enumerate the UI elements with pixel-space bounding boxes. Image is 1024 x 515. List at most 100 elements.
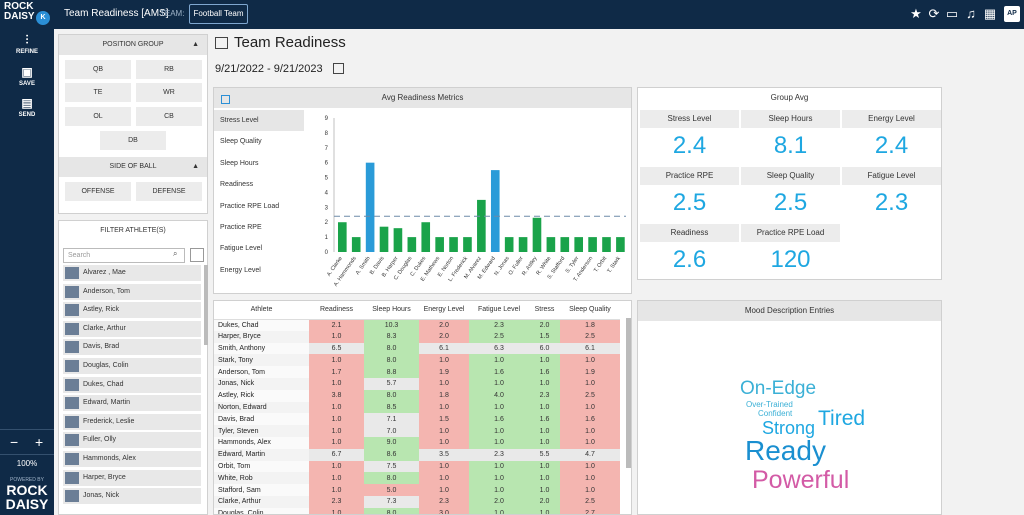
side-of-ball-header[interactable]: SIDE OF BALL ▲	[59, 157, 207, 177]
table-row[interactable]: Edward, Martin 6.7 8.6 3.5 2.3 5.5 4.7	[214, 448, 620, 461]
tile-label: Practice RPE Load	[741, 224, 840, 242]
table-row[interactable]: Douglas, Colin 1.0 8.0 3.0 1.0 1.0 2.7	[214, 507, 620, 514]
metric-option[interactable]: Sleep Hours	[220, 159, 259, 167]
metric-option[interactable]: Sleep Quality	[220, 138, 262, 146]
column-header[interactable]: Energy Level	[419, 301, 469, 320]
table-row[interactable]: Stafford, Sam 1.0 5.0 1.0 1.0 1.0 1.0	[214, 484, 620, 496]
athlete-avatar	[65, 415, 79, 428]
athlete-list-item[interactable]: Harper, Bryce	[63, 469, 201, 486]
position-rb-button[interactable]: RB	[136, 60, 202, 79]
athlete-name: Alvarez , Mae	[83, 269, 126, 276]
zoom-out-button[interactable]: −	[10, 434, 19, 450]
metric-cell: 1.0	[469, 401, 529, 414]
team-select-button[interactable]: Football Team	[189, 4, 248, 24]
date-range[interactable]: 9/21/2022 - 9/21/2023	[215, 63, 323, 75]
column-header[interactable]: Fatigue Level	[469, 301, 529, 320]
apps-grid-icon[interactable]: ▦	[983, 6, 997, 21]
athlete-name: Dukes, Chad	[83, 380, 124, 388]
table-row[interactable]: Anderson, Tom 1.7 8.8 1.9 1.6 1.6 1.9	[214, 366, 620, 378]
athlete-list-scrollbar[interactable]	[204, 265, 208, 345]
athlete-list-item[interactable]: Fuller, Olly	[63, 432, 201, 449]
table-row[interactable]: Astley, Rick 3.8 8.0 1.8 4.0 2.3 2.5	[214, 389, 620, 402]
column-header[interactable]: Stress	[529, 301, 560, 320]
y-tick-label: 0	[325, 250, 329, 256]
position-qb-button[interactable]: QB	[65, 60, 131, 79]
position-cb-button[interactable]: CB	[136, 107, 202, 126]
table-row[interactable]: Dukes, Chad 2.1 10.3 2.0 2.3 2.0 1.8	[214, 319, 620, 331]
table-row[interactable]: Stark, Tony 1.0 8.0 1.0 1.0 1.0 1.0	[214, 354, 620, 367]
logo[interactable]: ROCK DAISY K	[4, 2, 50, 27]
table-row[interactable]: Davis, Brad 1.0 7.1 1.5 1.6 1.6 1.6	[214, 413, 620, 426]
table-scrollbar[interactable]	[626, 318, 631, 468]
zoom-in-button[interactable]: +	[35, 434, 44, 450]
metric-cell: 1.0	[419, 436, 469, 449]
table-row[interactable]: Tyler, Steven 1.0 7.0 1.0 1.0 1.0 1.0	[214, 425, 620, 437]
table-row[interactable]: Jonas, Nick 1.0 5.7 1.0 1.0 1.0 1.0	[214, 377, 620, 390]
group-avg-tile: Practice RPE Load 120	[741, 224, 840, 279]
metric-cell: 6.1	[560, 342, 620, 355]
athlete-list-item[interactable]: Dukes, Chad	[63, 376, 201, 393]
athlete-list-item[interactable]: Astley, Rick	[63, 302, 201, 319]
table-header-row: Athlete Readiness Sleep Hours Energy Level F…	[214, 301, 620, 320]
table-row[interactable]: White, Rob 1.0 8.0 1.0 1.0 1.0 1.0	[214, 472, 620, 485]
refresh-icon[interactable]: ⟳	[928, 6, 940, 21]
bell-icon[interactable]: ♫	[966, 6, 976, 21]
athlete-list-item[interactable]: Alvarez , Mae	[63, 265, 201, 281]
metric-option[interactable]: Stress Level	[214, 110, 304, 131]
column-header[interactable]: Athlete	[214, 301, 309, 320]
table-row[interactable]: Clarke, Arthur 2.3 7.3 2.3 2.0 2.0 2.5	[214, 495, 620, 508]
athlete-avatar	[65, 434, 79, 447]
metric-option[interactable]: Energy Level	[220, 266, 261, 274]
refine-button[interactable]: ⫶ REFINE	[0, 33, 54, 55]
column-header[interactable]: Sleep Hours	[364, 301, 419, 320]
save-button[interactable]: ▣ SAVE	[0, 65, 54, 87]
metric-cell: 6.1	[419, 342, 469, 355]
metric-cell: 1.0	[529, 354, 560, 367]
metric-cell: 7.5	[364, 460, 419, 473]
table-row[interactable]: Harper, Bryce 1.0 8.3 2.0 2.5 1.5 2.5	[214, 330, 620, 343]
metric-option[interactable]: Fatigue Level	[220, 245, 263, 253]
offense-button[interactable]: OFFENSE	[65, 182, 131, 201]
athlete-list-item[interactable]: Jonas, Nick	[63, 488, 201, 505]
bar	[407, 237, 417, 252]
chart-checkbox[interactable]	[221, 95, 230, 104]
metric-cell: 8.0	[364, 507, 419, 514]
table-row[interactable]: Orbit, Tom 1.0 7.5 1.0 1.0 1.0 1.0	[214, 460, 620, 473]
search-icon[interactable]: ⌕	[173, 249, 178, 258]
position-db-button[interactable]: DB	[100, 131, 166, 150]
athlete-list-item[interactable]: Davis, Brad	[63, 339, 201, 356]
athlete-list-item[interactable]: Douglas, Colin	[63, 358, 201, 374]
bar	[351, 237, 361, 252]
metric-option[interactable]: Readiness	[220, 181, 254, 189]
column-header[interactable]: Readiness	[309, 301, 364, 320]
page-title: Team Readiness	[234, 34, 346, 51]
athlete-name: Jonas, Nick	[83, 492, 120, 500]
table-row[interactable]: Smith, Anthony 6.5 8.0 6.1 6.3 6.0 6.1	[214, 342, 620, 355]
athlete-list-item[interactable]: Hammonds, Alex	[63, 451, 201, 467]
athlete-search-input[interactable]: Search	[63, 248, 185, 263]
column-header[interactable]: Sleep Quality	[560, 301, 620, 320]
position-group-header[interactable]: POSITION GROUP ▲	[59, 35, 207, 55]
metric-cell: 1.0	[309, 354, 364, 367]
athlete-list-item[interactable]: Frederick, Leslie	[63, 413, 201, 430]
select-all-checkbox[interactable]	[190, 248, 204, 262]
athlete-list-item[interactable]: Clarke, Arthur	[63, 320, 201, 337]
position-ol-button[interactable]: OL	[65, 107, 131, 126]
star-icon[interactable]: ★	[910, 6, 922, 21]
calendar-icon[interactable]	[333, 63, 344, 74]
metric-option[interactable]: Practice RPE	[220, 224, 262, 231]
mood-word: Over-Trained	[746, 400, 793, 409]
send-button[interactable]: ▤ SEND	[0, 96, 54, 118]
monitor-icon[interactable]: ▭	[945, 6, 959, 21]
metric-cell: 1.0	[469, 507, 529, 514]
defense-button[interactable]: DEFENSE	[136, 182, 202, 201]
position-te-button[interactable]: TE	[65, 83, 131, 102]
athlete-list-item[interactable]: Edward, Martin	[63, 395, 201, 412]
table-row[interactable]: Norton, Edward 1.0 8.5 1.0 1.0 1.0 1.0	[214, 401, 620, 414]
position-wr-button[interactable]: WR	[136, 83, 202, 102]
metric-cell: 1.6	[469, 413, 529, 426]
table-row[interactable]: Hammonds, Alex 1.0 9.0 1.0 1.0 1.0 1.0	[214, 436, 620, 449]
athlete-list-item[interactable]: Anderson, Tom	[63, 283, 201, 300]
metric-option[interactable]: Practice RPE Load	[220, 202, 280, 210]
avatar[interactable]: AP	[1004, 6, 1020, 22]
